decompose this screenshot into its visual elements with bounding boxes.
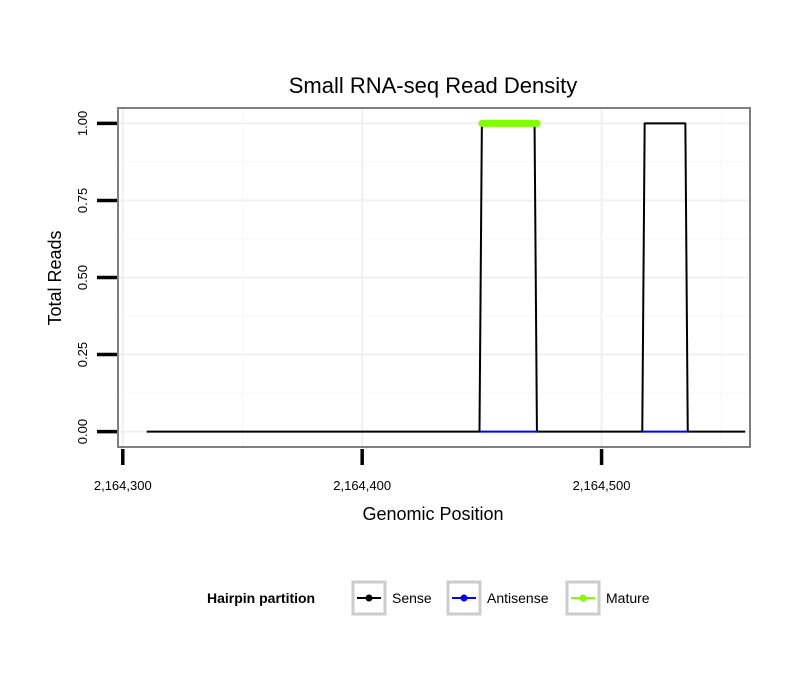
y-tick-label-2: 0.50	[75, 265, 90, 290]
legend-label-antisense: Antisense	[487, 590, 549, 606]
plot-panel-border	[117, 107, 751, 448]
legend-point-sense	[365, 594, 373, 602]
axes: 0.00 0.25 0.50 0.75 1.00 2,164,300 2,164,400 2,…	[75, 111, 630, 493]
legend: Hairpin partition Sense Antisense Mature	[207, 580, 650, 616]
legend-title: Hairpin partition	[207, 590, 315, 606]
y-tick-label-3: 0.75	[75, 188, 90, 213]
x-tick-label-2: 2,164,500	[573, 478, 631, 493]
x-tick-label-0: 2,164,300	[94, 478, 152, 493]
series-line-sense	[146, 122, 746, 433]
legend-point-antisense	[460, 594, 468, 602]
chart-title: Small RNA-seq Read Density	[289, 73, 578, 98]
legend-label-sense: Sense	[392, 590, 432, 606]
y-tick-label-1: 0.25	[75, 342, 90, 367]
legend-label-mature: Mature	[606, 590, 650, 606]
y-tick-label-4: 1.00	[75, 111, 90, 136]
data-series	[146, 119, 746, 433]
y-tick-label-0: 0.00	[75, 419, 90, 444]
y-axis-label: Total Reads	[45, 230, 65, 325]
legend-item-mature: Mature	[565, 580, 650, 616]
legend-item-antisense: Antisense	[446, 580, 549, 616]
x-axis-label: Genomic Position	[362, 504, 503, 524]
legend-item-sense: Sense	[351, 580, 432, 616]
grid-lines	[118, 108, 750, 447]
x-tick-label-1: 2,164,400	[333, 478, 391, 493]
legend-point-mature	[579, 594, 587, 602]
